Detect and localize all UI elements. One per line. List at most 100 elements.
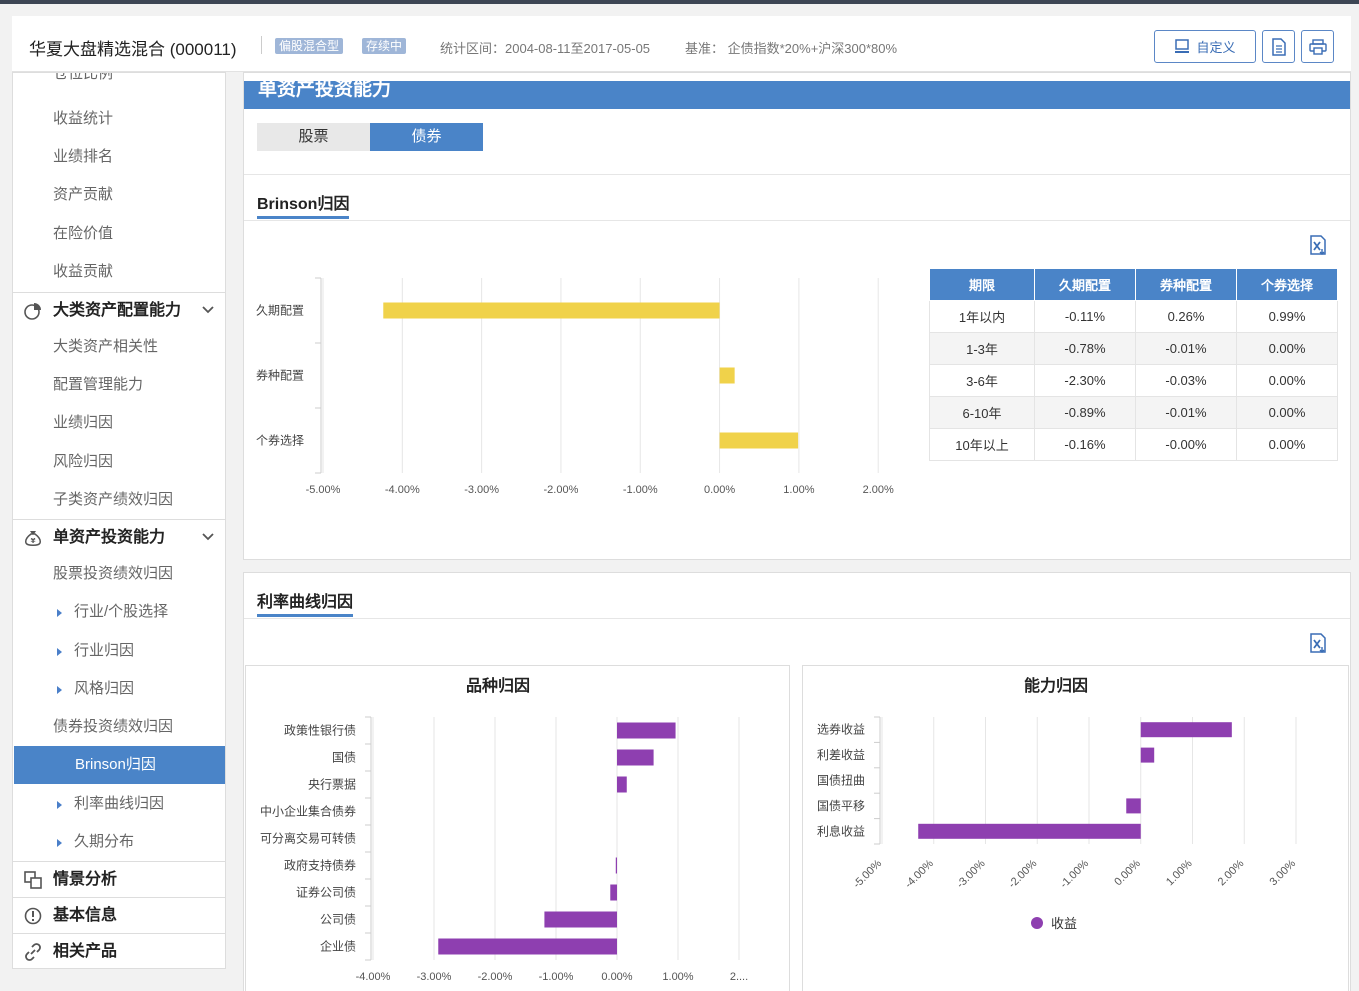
chevron-down-icon: [202, 306, 214, 314]
cell: 0.00%: [1236, 396, 1338, 429]
sidebar-group-allocation[interactable]: 大类资产配置能力: [13, 292, 225, 328]
cell: -0.89%: [1034, 396, 1136, 429]
caret-right-icon: [57, 839, 62, 847]
tick-label: 1.00%: [662, 971, 693, 983]
caret-right-icon: [57, 609, 62, 617]
category-label: 公司债: [320, 913, 356, 927]
tick-label: -4.00%: [385, 484, 420, 496]
bar: [1140, 722, 1232, 738]
col-header: 个券选择: [1236, 268, 1338, 301]
sidebar-item-return-stats[interactable]: 收益统计: [53, 110, 114, 127]
tick-label: -1.00%: [1058, 857, 1091, 890]
tick-label: -2.00%: [478, 971, 513, 983]
category-label: 证券公司债: [296, 885, 356, 900]
bar: [383, 302, 720, 319]
category-label: 国债: [332, 751, 356, 765]
tick-label: -1.00%: [539, 971, 574, 983]
money-bag-icon: ¥: [25, 531, 41, 546]
tick-label: 2.00%: [863, 484, 894, 496]
stat-period: 统计区间：2004-08-11至2017-05-05: [440, 41, 651, 56]
sidebar-item-var[interactable]: 在险价值: [53, 225, 114, 242]
category-label: 央行票据: [308, 778, 356, 792]
cell: 0.99%: [1236, 300, 1338, 333]
curve-title-underline: [257, 614, 353, 617]
sidebar-item-correlation[interactable]: 大类资产相关性: [53, 338, 159, 355]
excel-export-icon[interactable]: [1308, 633, 1328, 653]
sidebar-item-yield-curve[interactable]: 利率曲线归因: [13, 785, 225, 823]
bar: [617, 776, 627, 793]
sidebar-group-label: 单资产投资能力: [53, 529, 166, 546]
sidebar-item-asset-contribution[interactable]: 资产贡献: [53, 186, 114, 203]
excel-export-icon[interactable]: [1308, 235, 1328, 255]
tick-label: -2.00%: [544, 484, 579, 496]
sidebar-group-label: 大类资产配置能力: [53, 302, 182, 319]
tab-bond[interactable]: 债券: [370, 123, 483, 151]
bar: [1126, 798, 1141, 814]
sidebar-item-stock-attribution[interactable]: 股票投资绩效归因: [53, 565, 174, 582]
cell: -0.01%: [1135, 396, 1237, 429]
cell: 6-10年: [929, 396, 1035, 429]
tick-label: -4.00%: [356, 971, 391, 983]
table-header-row: 期限 久期配置 券种配置 个券选择: [929, 268, 1338, 301]
sidebar-item-industry-stock[interactable]: 行业/个股选择: [13, 593, 225, 631]
tick-label: 1.00%: [1164, 857, 1195, 888]
category-label: 券种配置: [256, 368, 304, 383]
print-button[interactable]: [1301, 30, 1334, 63]
sidebar-item-bond-attribution[interactable]: 债券投资绩效归因: [53, 718, 174, 735]
category-label: 利差收益: [817, 748, 865, 762]
chart-title: 能力归因: [1024, 676, 1088, 695]
curve-title: 利率曲线归因: [257, 594, 354, 611]
chart-title: 品种归因: [466, 676, 530, 695]
tick-label: -5.00%: [851, 857, 884, 890]
bar: [918, 823, 1141, 839]
sidebar-item-style-attribution[interactable]: 风格归因: [13, 670, 225, 708]
sidebar-item-allocation-mgmt[interactable]: 配置管理能力: [53, 376, 144, 393]
brinson-table: 期限 久期配置 券种配置 个券选择 1年以内 -0.11% 0.26% 0.99% 1…: [929, 268, 1338, 461]
section-title: 单资产投资能力: [258, 79, 392, 100]
sidebar-group-scenario[interactable]: 情景分析: [13, 861, 225, 897]
tick-label: 1.00%: [783, 484, 814, 496]
fund-title: 华夏大盘精选混合 (000011): [29, 40, 237, 59]
category-label: 可分离交易可转债: [260, 831, 356, 846]
bar: [617, 722, 676, 739]
ability-attribution-chart: 能力归因 -5.00% -4.00% -3.00% -2.00% -1.00% 0.00% 1…: [802, 665, 1349, 991]
custom-button[interactable]: 自定义: [1154, 30, 1256, 63]
copy-icon: [24, 871, 42, 889]
tab-stock[interactable]: 股票: [257, 123, 370, 151]
cell: -0.16%: [1034, 428, 1136, 461]
legend-label: 收益: [1051, 916, 1077, 931]
sidebar-item-position[interactable]: 仓位比例: [53, 72, 114, 82]
fund-status-badge: 存续中: [362, 38, 407, 54]
bar: [615, 857, 617, 874]
cell: 1-3年: [929, 332, 1035, 365]
category-label: 利息收益: [817, 823, 865, 838]
sidebar-group-single-asset[interactable]: ¥ 单资产投资能力: [13, 519, 225, 555]
sidebar-item-ranking[interactable]: 业绩排名: [53, 148, 114, 165]
export-doc-button[interactable]: [1262, 30, 1295, 63]
sidebar-item-industry-attribution[interactable]: 行业归因: [13, 632, 225, 670]
bar: [1140, 747, 1155, 763]
top-accent-line: [0, 0, 1359, 4]
chevron-down-icon: [202, 533, 214, 541]
cell: 0.00%: [1236, 428, 1338, 461]
cell: 10年以上: [929, 428, 1035, 461]
tick-label: 0.00%: [1112, 857, 1143, 888]
sidebar-item-performance-attribution[interactable]: 业绩归因: [53, 414, 114, 431]
tick-label: 0.00%: [704, 484, 735, 496]
caret-right-icon: [57, 801, 62, 809]
sidebar-item-brinson[interactable]: Brinson归因: [14, 746, 225, 784]
sidebar-item-return-contribution[interactable]: 收益贡献: [53, 263, 114, 280]
sidebar-item-subclass-attribution[interactable]: 子类资产绩效归因: [53, 491, 174, 508]
sidebar-item-risk-attribution[interactable]: 风险归因: [53, 453, 114, 470]
tick-label: -3.00%: [954, 857, 987, 890]
brinson-title-underline: [257, 216, 349, 219]
brinson-title: Brinson归因: [257, 196, 350, 213]
bar: [719, 432, 799, 449]
divider: [244, 618, 1350, 619]
sidebar-group-related[interactable]: 相关产品: [13, 933, 225, 968]
caret-right-icon: [57, 648, 62, 656]
sidebar-item-duration[interactable]: 久期分布: [13, 823, 225, 861]
cell: -2.30%: [1034, 364, 1136, 397]
sidebar-item-label: 风格归因: [74, 680, 135, 697]
sidebar-group-basic-info[interactable]: 基本信息: [13, 897, 225, 933]
